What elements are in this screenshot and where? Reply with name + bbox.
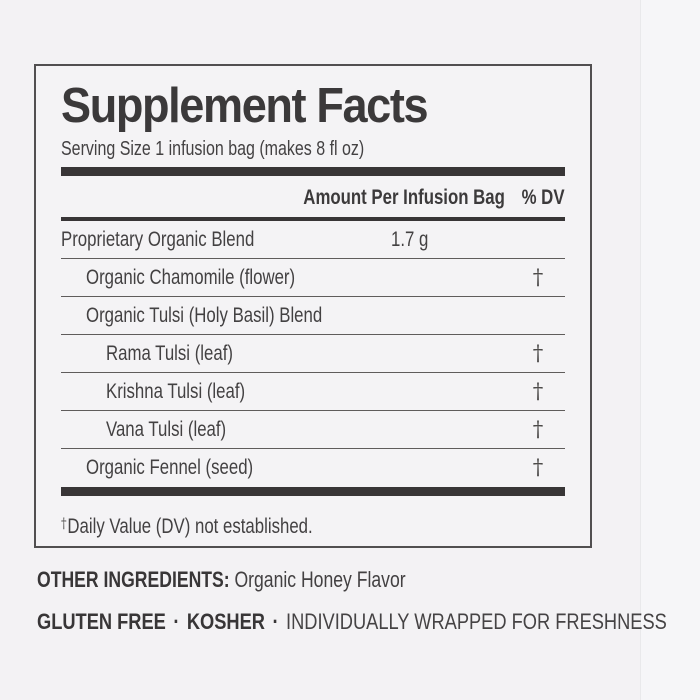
other-ingredients-value: Organic Honey Flavor <box>234 567 406 592</box>
ingredient-rows: Proprietary Organic Blend 1.7 g Organic … <box>61 221 565 487</box>
claims-line: GLUTEN FREE · KOSHER · INDIVIDUALLY WRAPPED … <box>37 609 700 635</box>
ingredient-name: Proprietary Organic Blend <box>61 227 255 251</box>
ingredient-row: Organic Fennel (seed) † <box>61 449 565 487</box>
medium-rule-header <box>61 217 565 221</box>
serving-size-text: Serving Size 1 infusion bag (makes 8 fl … <box>61 138 365 160</box>
dv-header: % DV <box>522 186 565 209</box>
ingredient-row: Organic Chamomile (flower) † <box>61 259 565 297</box>
claim-separator: · <box>272 609 279 634</box>
ingredient-name: Vana Tulsi (leaf) <box>106 417 227 441</box>
ingredient-name: Organic Fennel (seed) <box>86 456 254 479</box>
claim-separator: · <box>173 609 180 634</box>
claim-text: GLUTEN FREE <box>37 609 166 634</box>
footnote-dagger: † <box>61 516 67 532</box>
ingredient-dv: † <box>532 265 544 289</box>
claim-text: INDIVIDUALLY WRAPPED FOR FRESHNESS <box>286 609 667 634</box>
ingredient-row: Organic Tulsi (Holy Basil) Blend <box>61 297 565 335</box>
ingredient-dv: † <box>532 341 544 365</box>
ingredient-name: Krishna Tulsi (leaf) <box>106 379 246 403</box>
column-header-row: Amount Per Infusion Bag % DV <box>61 176 565 217</box>
package-edge-strip <box>640 0 700 700</box>
ingredient-name: Organic Tulsi (Holy Basil) Blend <box>86 303 323 327</box>
ingredient-row: Proprietary Organic Blend 1.7 g <box>61 221 565 259</box>
thick-rule-top <box>61 167 565 176</box>
ingredient-dv: † <box>532 417 544 441</box>
ingredient-row: Krishna Tulsi (leaf) † <box>61 373 565 411</box>
panel-title: Supplement Facts <box>61 79 429 133</box>
other-ingredients-line: OTHER INGREDIENTS: Organic Honey Flavor <box>37 567 498 593</box>
ingredient-name: Organic Chamomile (flower) <box>86 265 296 289</box>
ingredient-amount: 1.7 g <box>391 228 429 251</box>
ingredient-row: Vana Tulsi (leaf) † <box>61 411 565 449</box>
footnote: †Daily Value (DV) not established. <box>61 496 565 539</box>
thick-rule-bottom <box>61 487 565 496</box>
ingredient-row: Rama Tulsi (leaf) † <box>61 335 565 373</box>
supplement-facts-panel: Supplement Facts Serving Size 1 infusion… <box>34 64 592 548</box>
ingredient-name: Rama Tulsi (leaf) <box>106 341 233 365</box>
serving-size-line: Serving Size 1 infusion bag (makes 8 fl … <box>61 137 565 162</box>
claim-text: KOSHER <box>186 609 265 634</box>
ingredient-dv: † <box>532 379 544 403</box>
other-ingredients-label: OTHER INGREDIENTS: <box>37 567 230 592</box>
ingredient-dv: † <box>532 455 544 479</box>
amount-per-header: Amount Per Infusion Bag <box>303 186 506 209</box>
footnote-text: Daily Value (DV) not established. <box>67 515 313 538</box>
